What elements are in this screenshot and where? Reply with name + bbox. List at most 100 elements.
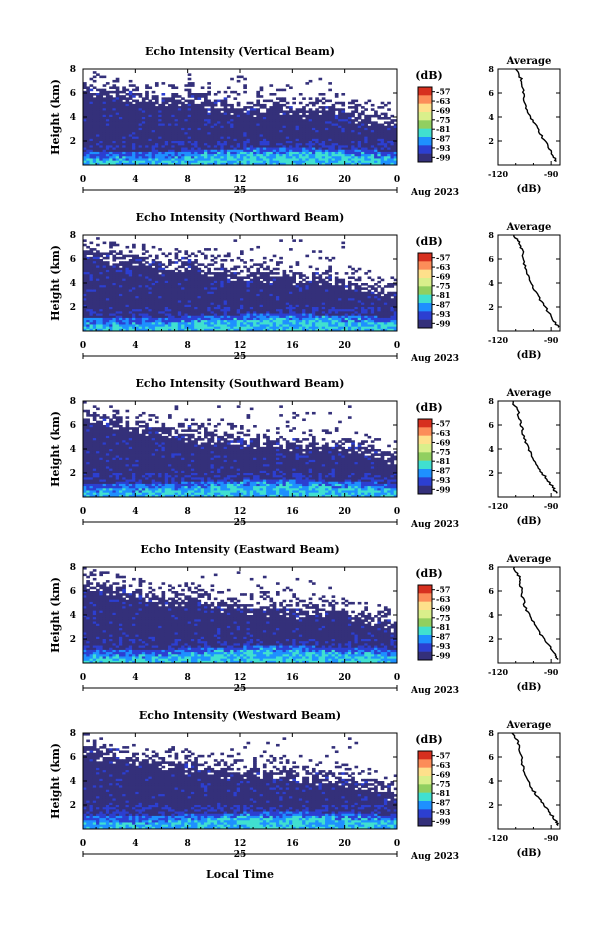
average-x-tick-label: -120 <box>488 335 508 345</box>
average-x-tick-label: -120 <box>488 169 508 179</box>
y-tick-label: 4 <box>70 445 76 455</box>
y-tick-label: 8 <box>70 65 76 75</box>
average-y-tick-label: 2 <box>488 800 494 810</box>
y-tick-label: 6 <box>70 255 76 265</box>
colorbar-tick-label: -57 <box>436 585 450 595</box>
average-profile-line <box>511 732 560 826</box>
average-y-tick-label: 6 <box>488 420 494 430</box>
colorbar-segment <box>418 153 432 163</box>
colorbar-tick-label: -99 <box>436 318 451 328</box>
x-tick-label: 0 <box>394 673 400 683</box>
x-tick-label: 4 <box>132 507 138 517</box>
colorbar-tick-label: -81 <box>436 622 450 632</box>
x-tick-label: 4 <box>132 341 138 351</box>
colorbar-label: (dB) <box>415 69 442 82</box>
panel-title: Echo Intensity (Westward Beam) <box>139 709 341 722</box>
y-tick-label: 4 <box>70 279 76 289</box>
colorbar-segment <box>418 95 432 104</box>
y-tick-label: 4 <box>70 777 76 787</box>
average-x-label: (dB) <box>517 350 542 361</box>
average-title: Average <box>506 388 552 399</box>
x-tick-label: 8 <box>185 175 191 185</box>
colorbar-label: (dB) <box>415 235 442 248</box>
x-tick-label: 4 <box>132 673 138 683</box>
colorbar-tick-label: -69 <box>436 271 451 281</box>
colorbar-tick-label: -63 <box>436 262 451 272</box>
colorbar-tick-label: -87 <box>436 466 450 476</box>
month-label: Aug 2023 <box>410 188 459 198</box>
average-x-label: (dB) <box>517 516 542 527</box>
x-tick-label: 0 <box>80 175 86 185</box>
colorbar-segment <box>418 751 432 760</box>
colorbar-tick-label: -87 <box>436 632 450 642</box>
colorbar-segment <box>418 103 432 113</box>
x-tick-label: 20 <box>338 673 351 683</box>
average-x-tick-label: -90 <box>544 335 559 345</box>
x-tick-label: 0 <box>394 175 400 185</box>
average-y-tick-label: 4 <box>488 610 494 620</box>
y-tick-label: 2 <box>70 303 76 313</box>
y-tick-label: 4 <box>70 611 76 621</box>
x-tick-label: 0 <box>394 341 400 351</box>
colorbar-segment <box>418 792 432 802</box>
colorbar-segment <box>418 485 432 495</box>
colorbar-segment <box>418 269 432 279</box>
colorbar-tick-label: -69 <box>436 105 451 115</box>
date-label: 25 <box>234 352 247 362</box>
average-x-label: (dB) <box>517 682 542 693</box>
x-tick-label: 16 <box>286 839 299 849</box>
average-y-tick-label: 4 <box>488 776 494 786</box>
colorbar-segment <box>418 311 432 320</box>
average-y-tick-label: 8 <box>488 728 494 738</box>
colorbar-segment <box>418 137 432 146</box>
average-x-tick-label: -90 <box>544 833 559 843</box>
colorbar-label: (dB) <box>415 567 442 580</box>
x-tick-label: 20 <box>338 175 351 185</box>
colorbar-tick-label: -81 <box>436 456 450 466</box>
colorbar-segment <box>418 784 432 793</box>
colorbar-frame <box>417 418 433 495</box>
y-tick-label: 8 <box>70 397 76 407</box>
colorbar-tick-label: -75 <box>436 613 450 623</box>
colorbar-segment <box>418 759 432 768</box>
panel-2: Echo Intensity (Southward Beam)0 4 8 12 16 20… <box>49 377 561 530</box>
colorbar-tick-label: -57 <box>436 87 450 97</box>
colorbar-tick-label: -99 <box>436 816 451 826</box>
average-profile-line <box>513 234 560 328</box>
y-tick-label: 2 <box>70 469 76 479</box>
average-y-tick-label: 6 <box>488 254 494 264</box>
colorbar-tick-label: -87 <box>436 300 450 310</box>
colorbar-tick-label: -63 <box>436 594 451 604</box>
colorbar-tick-label: -99 <box>436 152 451 162</box>
average-x-tick-label: -120 <box>488 833 508 843</box>
date-label: 25 <box>234 684 247 694</box>
x-tick-label: 12 <box>234 507 247 517</box>
average-profile-line <box>512 401 558 494</box>
colorbar-segment <box>418 452 432 461</box>
y-tick-label: 6 <box>70 753 76 763</box>
colorbar-frame <box>417 86 433 163</box>
average-profile-line <box>515 68 557 163</box>
colorbar-tick-label: -93 <box>436 475 451 485</box>
average-y-tick-label: 8 <box>488 64 494 74</box>
average-x-tick-label: -90 <box>544 169 559 179</box>
month-label: Aug 2023 <box>410 852 459 862</box>
colorbar-segment <box>418 294 432 304</box>
x-tick-label: 8 <box>185 341 191 351</box>
colorbar-tick-label: -57 <box>436 253 450 263</box>
x-tick-label: 0 <box>80 341 86 351</box>
x-tick-label: 16 <box>286 673 299 683</box>
panel-title: Echo Intensity (Southward Beam) <box>136 377 345 390</box>
y-axis-label: Height (km) <box>49 79 62 155</box>
colorbar-tick-label: -75 <box>436 115 450 125</box>
colorbar-segment <box>418 610 432 619</box>
colorbar-segment <box>418 469 432 478</box>
average-y-tick-label: 2 <box>488 634 494 644</box>
colorbar-segment <box>418 776 432 785</box>
average-y-tick-label: 6 <box>488 88 494 98</box>
colorbar-tick-label: -69 <box>436 603 451 613</box>
x-tick-label: 20 <box>338 341 351 351</box>
average-profile-line <box>512 566 559 660</box>
